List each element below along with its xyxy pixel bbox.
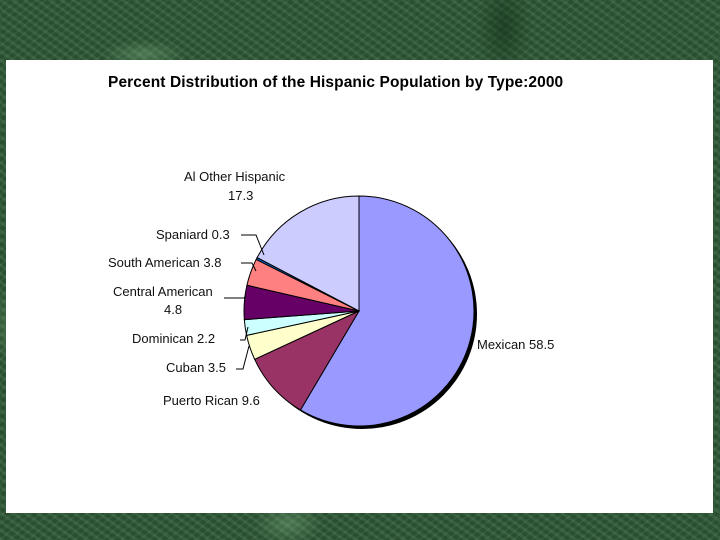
label-south-american: South American 3.8	[108, 255, 222, 270]
pie-slices	[243, 195, 475, 427]
label-central-value: 4.8	[164, 302, 183, 317]
leader-line-central-american	[224, 295, 247, 299]
label-spaniard: Spaniard 0.3	[156, 227, 230, 242]
label-mexican: Mexican 58.5	[477, 337, 555, 352]
leader-line-cuban	[236, 345, 250, 370]
label-other-value: 17.3	[228, 188, 254, 203]
leader-lines	[224, 234, 265, 370]
label-other-name: Al Other Hispanic	[184, 169, 286, 184]
label-puerto-rican: Puerto Rican 9.6	[163, 393, 260, 408]
leader-line-spaniard	[241, 234, 265, 256]
label-cuban: Cuban 3.5	[166, 360, 226, 375]
label-dominican: Dominican 2.2	[132, 331, 216, 346]
label-central-name: Central American	[113, 284, 213, 299]
leader-line-south-american	[241, 262, 257, 272]
pie-slice-mexican	[299, 195, 475, 427]
leader-line-dominican	[240, 326, 249, 341]
chart-title: Percent Distribution of the Hispanic Pop…	[108, 74, 564, 91]
